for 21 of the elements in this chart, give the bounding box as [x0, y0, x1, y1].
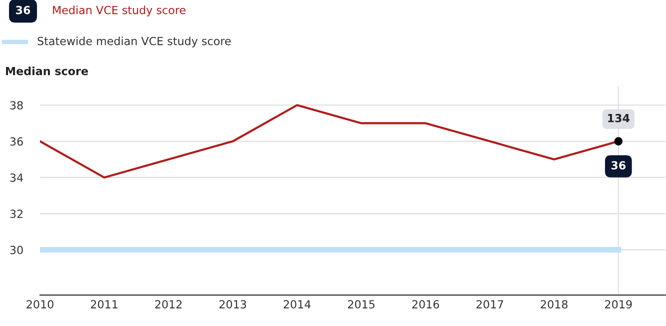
x-tick-label: 2017: [476, 300, 504, 308]
y-tick-label: 32: [10, 210, 22, 218]
x-tick-label: 2015: [348, 300, 375, 308]
x-tick-label: 2019: [605, 300, 632, 308]
x-tick-label: 2011: [90, 300, 118, 308]
data-label: 36: [611, 161, 626, 170]
y-tick-label: 34: [10, 173, 23, 182]
y-tick-label: 36: [10, 137, 23, 146]
x-tick-label: 2018: [540, 300, 568, 308]
y-tick-label: 38: [10, 101, 23, 110]
x-tick-label: 2016: [412, 300, 440, 308]
text: 36: [16, 6, 30, 14]
x-tick-label: 2013: [219, 300, 246, 308]
y-axis-title: Median score: [6, 66, 88, 76]
x-tick-label: 2014: [284, 300, 311, 308]
text: Median VCE study score: [53, 6, 186, 16]
legend-label: Statewide median VCE study score: [38, 36, 231, 48]
x-tick-label: 2010: [26, 300, 54, 308]
y-tick-label: 30: [10, 246, 23, 254]
x-tick-label: 2012: [155, 300, 182, 308]
annotation: 134: [608, 114, 630, 122]
